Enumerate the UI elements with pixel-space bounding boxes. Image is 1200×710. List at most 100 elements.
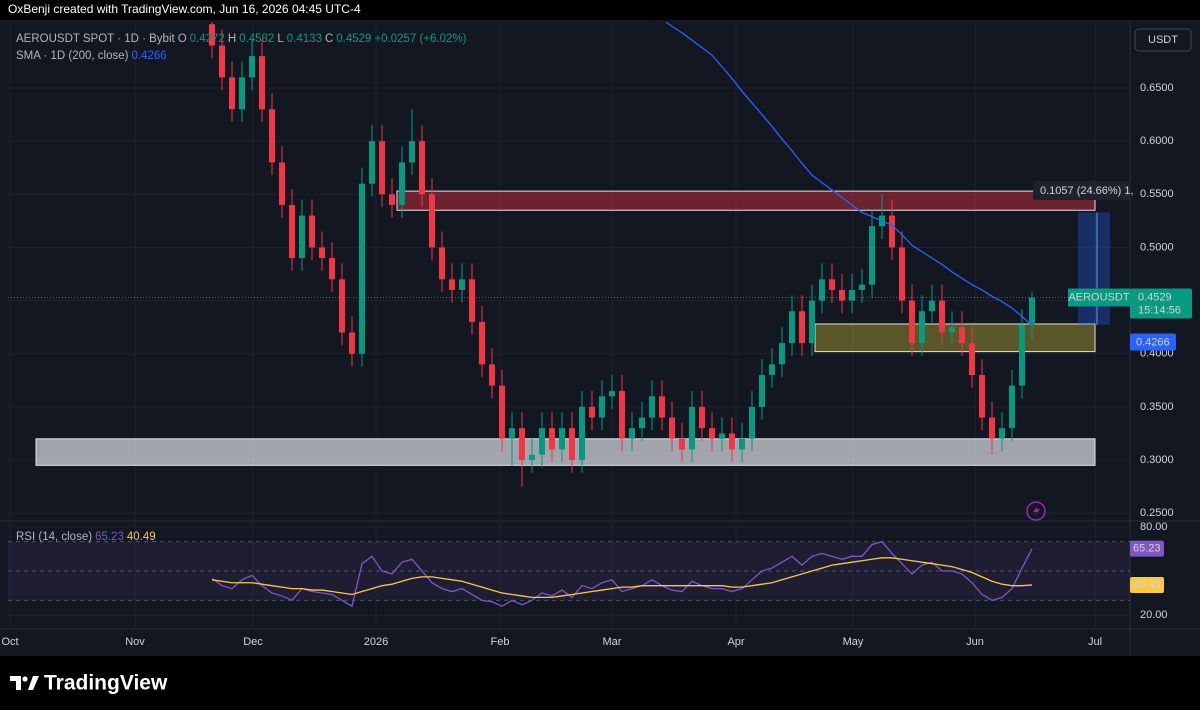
x-tick-label: Feb <box>491 636 510 648</box>
candle-body <box>599 396 605 418</box>
candle-body <box>509 428 515 439</box>
symbol-tag-bg <box>1068 288 1130 307</box>
candle-body <box>889 215 895 248</box>
candle-body <box>319 247 325 259</box>
candle-body <box>349 332 355 354</box>
rsi-tag-bg <box>1130 576 1164 593</box>
symbol-tag: AEROUSDT <box>1068 291 1129 303</box>
candle-body <box>499 385 505 439</box>
y-tick-label: 0.4000 <box>1140 348 1174 360</box>
candle-body <box>269 109 275 163</box>
candle-body <box>909 300 915 344</box>
candle-body <box>339 279 345 333</box>
candle-body <box>819 279 825 301</box>
candle-body <box>299 215 305 259</box>
currency[interactable]: USDT <box>1148 34 1178 46</box>
rsi-ma-value: 40.49 <box>127 531 156 543</box>
x-tick-label: Nov <box>125 636 145 648</box>
candle-body <box>559 428 565 450</box>
measure-label-bg <box>1033 181 1130 200</box>
x-tick-label: Jun <box>966 636 984 648</box>
sma-legend: SMA · 1D (200, close) <box>16 50 129 62</box>
chart-panel <box>0 20 1200 656</box>
sma-tag-bg <box>1130 333 1176 351</box>
candle-body <box>999 428 1005 439</box>
y-tick-label: 0.6500 <box>1140 82 1174 94</box>
candle-body <box>519 428 525 461</box>
ohlc-value: 0.4582 <box>239 33 274 45</box>
attribution: OxBenji created with TradingView.com, Ju… <box>8 2 361 16</box>
candle-body <box>959 327 965 344</box>
candle-body <box>549 428 555 450</box>
rsi-tick-label: 80.00 <box>1140 521 1168 533</box>
candle-body <box>719 433 725 439</box>
candle-body <box>779 343 785 365</box>
candle-body <box>309 215 315 248</box>
price-tag: 0.4529 <box>1138 291 1172 303</box>
candle-body <box>259 56 265 110</box>
ohlc-value: 0.4529 <box>336 33 371 45</box>
candle-body <box>539 428 545 455</box>
candle-body <box>369 141 375 184</box>
x-tick-label: Apr <box>727 636 744 648</box>
measure-range <box>1078 212 1110 325</box>
candle-body <box>659 396 665 418</box>
candle-body <box>749 406 755 439</box>
logo <box>10 676 39 690</box>
candle-body <box>279 162 285 205</box>
y-tick-label: 0.2500 <box>1140 507 1174 519</box>
y-tick-label: 0.3500 <box>1140 401 1174 413</box>
candle-body <box>399 162 405 205</box>
ohlc-label: C <box>325 33 333 45</box>
sma-tag: 0.4266 <box>1136 336 1170 348</box>
candle-body <box>419 141 425 195</box>
candle-body <box>359 183 365 354</box>
candle-body <box>809 300 815 344</box>
rsi-tag: 40.49 <box>1133 579 1161 591</box>
candle-body <box>699 406 705 429</box>
zone <box>396 190 1096 211</box>
candle-body <box>679 438 685 450</box>
candle-body <box>969 343 975 376</box>
candle-body <box>529 454 535 461</box>
rsi-tag-bg <box>1130 540 1164 557</box>
candle-body <box>669 417 675 439</box>
candle-body <box>629 428 635 439</box>
candle-body <box>639 417 645 429</box>
candle-body <box>449 279 455 290</box>
y-tick-label: 0.5000 <box>1140 241 1174 253</box>
price-tag-bg <box>1130 288 1192 319</box>
candle-body <box>229 77 235 110</box>
ohlc-value: 0.4272 <box>190 33 225 45</box>
candle-body <box>389 194 395 205</box>
candle-body <box>949 327 955 333</box>
candle-body <box>729 433 735 450</box>
candle-body <box>439 247 445 280</box>
candle-body <box>469 279 475 322</box>
rsi-legend: RSI (14, close) <box>16 531 92 543</box>
change: +0.0257 (+6.02%) <box>374 33 466 45</box>
candle-body <box>799 311 805 344</box>
candle-body <box>979 375 985 418</box>
candle-body <box>429 194 435 248</box>
candle-body <box>249 56 255 78</box>
currency-button[interactable] <box>1134 28 1192 52</box>
candle-body <box>869 226 875 285</box>
zone <box>35 438 1096 466</box>
sma-line <box>665 22 1033 326</box>
y-tick-label: 0.5500 <box>1140 188 1174 200</box>
legend-symbol: AEROUSDT SPOT · 1D · Bybit <box>16 33 175 45</box>
candle-body <box>789 311 795 344</box>
candle-body <box>649 396 655 418</box>
x-tick-label: Oct <box>1 636 18 648</box>
candle-body <box>769 364 775 376</box>
x-tick-label: Dec <box>243 636 263 648</box>
price-pane <box>8 22 1130 520</box>
candle-body <box>459 279 465 290</box>
rsi-pane <box>8 522 1130 628</box>
alert-icon[interactable] <box>1026 501 1046 521</box>
brand: TradingView <box>44 672 168 695</box>
candle-body <box>329 258 335 280</box>
rsi-line <box>211 557 1033 599</box>
y-tick-label: 0.3000 <box>1140 454 1174 466</box>
